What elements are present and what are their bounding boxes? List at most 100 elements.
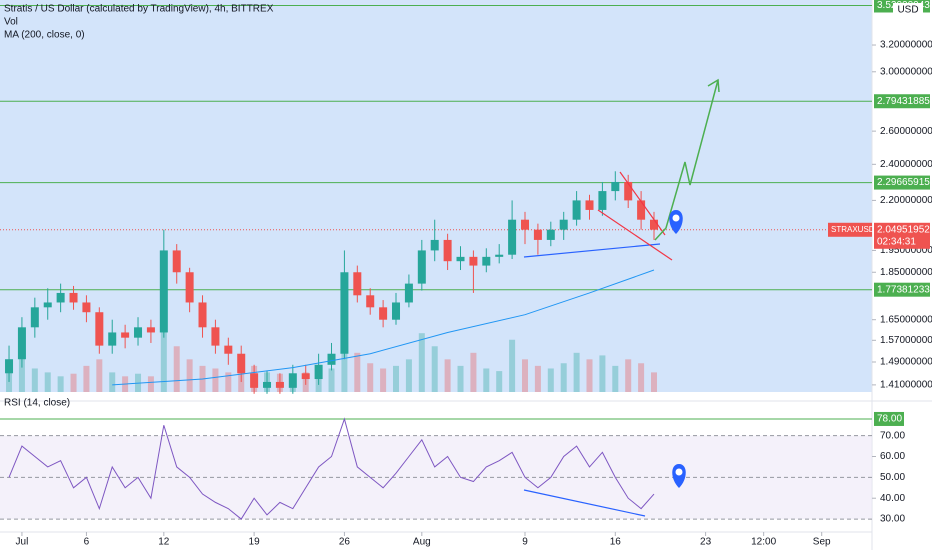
y-tick-label: 1.95000000 xyxy=(880,245,932,256)
pin-icon xyxy=(672,464,686,488)
x-tick-label: 16 xyxy=(610,537,622,548)
candle-body xyxy=(521,219,530,230)
candle-body xyxy=(546,229,555,240)
y-tick-label: 3.00000000 xyxy=(880,66,932,77)
rsi-line xyxy=(8,417,655,520)
candle-body xyxy=(198,302,207,328)
candle-body xyxy=(533,229,542,240)
candle-body xyxy=(327,353,336,365)
price-box xyxy=(874,222,930,249)
candle-body xyxy=(482,256,491,266)
countdown: 02:34:31 xyxy=(877,236,916,247)
volume-bar xyxy=(109,372,116,392)
y-tick-label: 1.65000000 xyxy=(880,314,932,325)
volume-bar xyxy=(31,368,38,392)
volume-bar xyxy=(57,376,64,392)
volume-bar xyxy=(560,363,567,392)
y-tick-label: 2.40000000 xyxy=(880,159,932,170)
volume-bar xyxy=(612,365,619,392)
arrow-head xyxy=(707,78,720,93)
rsi-tick-label: 50.00 xyxy=(880,472,905,483)
x-tick-label: 6 xyxy=(84,537,90,548)
candle-body xyxy=(224,345,233,354)
candle-body xyxy=(82,302,91,313)
candle-body xyxy=(314,364,323,380)
volume-bar xyxy=(418,333,425,392)
candle-body xyxy=(121,332,130,338)
volume-bar xyxy=(651,372,657,392)
x-tick-label: Sep xyxy=(813,537,831,548)
y-tick-label: 3.20000000 xyxy=(880,40,932,51)
candle-body xyxy=(288,373,297,388)
volume-bar xyxy=(225,372,232,392)
candle-body xyxy=(108,332,117,346)
candle-body xyxy=(69,292,78,303)
level-label: 1.77381233 xyxy=(877,284,930,295)
candle-body xyxy=(404,283,413,303)
volume-bar xyxy=(212,368,219,392)
y-tick-label: 1.41000000 xyxy=(880,380,932,391)
candle-body xyxy=(598,191,607,210)
volume-bar xyxy=(393,365,400,392)
candle-body xyxy=(469,256,478,266)
pin-dot xyxy=(672,214,680,222)
volume-bar xyxy=(431,346,438,392)
indicator-label: MA (200, close, 0) xyxy=(4,30,85,41)
candle-body xyxy=(456,256,465,262)
projection-arrow xyxy=(654,79,719,241)
level-label-box xyxy=(874,282,930,297)
volume-bar xyxy=(586,359,593,392)
x-tick-label: Aug xyxy=(413,537,431,548)
volume-bar xyxy=(509,339,516,392)
pin-icon xyxy=(669,210,683,234)
candle-body xyxy=(43,302,52,308)
volume-bar xyxy=(457,365,464,392)
rsi-title: RSI (14, close) xyxy=(4,398,70,409)
volume-bar xyxy=(18,352,25,392)
candle-body xyxy=(495,254,504,257)
candle-body xyxy=(611,181,620,192)
volume-bar xyxy=(173,346,180,392)
candle-body xyxy=(30,307,39,328)
rsi-tick-label: 60.00 xyxy=(880,451,905,462)
candle-body xyxy=(5,359,14,374)
rsi-level-box xyxy=(874,411,904,426)
candle-body xyxy=(172,250,181,273)
y-tick-label: 1.57000000 xyxy=(880,335,932,346)
volume-bar xyxy=(599,355,606,392)
volume-bar xyxy=(83,365,90,392)
currency-box xyxy=(893,3,923,17)
divergence-line xyxy=(523,489,646,517)
volume-bar xyxy=(573,352,580,392)
x-tick-label: 12 xyxy=(158,537,170,548)
x-tick-label: 12:00 xyxy=(751,537,776,548)
candle-body xyxy=(95,312,104,346)
candle-body xyxy=(624,181,633,201)
chart-title: Stratis / US Dollar (calculated by Tradi… xyxy=(4,4,274,15)
candle-body xyxy=(392,302,401,320)
price-label: 2.04951952 xyxy=(877,224,930,235)
ma-line xyxy=(112,269,655,386)
x-tick-label: Jul xyxy=(16,537,29,548)
trendline xyxy=(523,243,661,258)
wedge-line xyxy=(597,209,673,261)
symbol-label: STRAXUSD xyxy=(831,225,875,234)
candle-body xyxy=(366,295,375,308)
volume-bar xyxy=(354,352,361,392)
candle-body xyxy=(159,250,168,333)
volume-bar xyxy=(186,359,193,392)
y-tick-label: 1.85000000 xyxy=(880,267,932,278)
level-label: 2.29665915 xyxy=(877,177,930,188)
pin-dot xyxy=(675,468,683,476)
volume-bar xyxy=(638,363,645,392)
wedge-line xyxy=(619,171,666,236)
candle-body xyxy=(572,200,581,220)
y-tick-label: 2.20000000 xyxy=(880,195,932,206)
candle-body xyxy=(301,373,310,380)
volume-bar xyxy=(147,376,154,392)
candle-body xyxy=(353,272,362,296)
rsi-tick-label: 70.00 xyxy=(880,430,905,441)
x-tick-label: 23 xyxy=(700,537,712,548)
x-tick-label: 19 xyxy=(249,537,261,548)
candle-body xyxy=(146,327,155,333)
